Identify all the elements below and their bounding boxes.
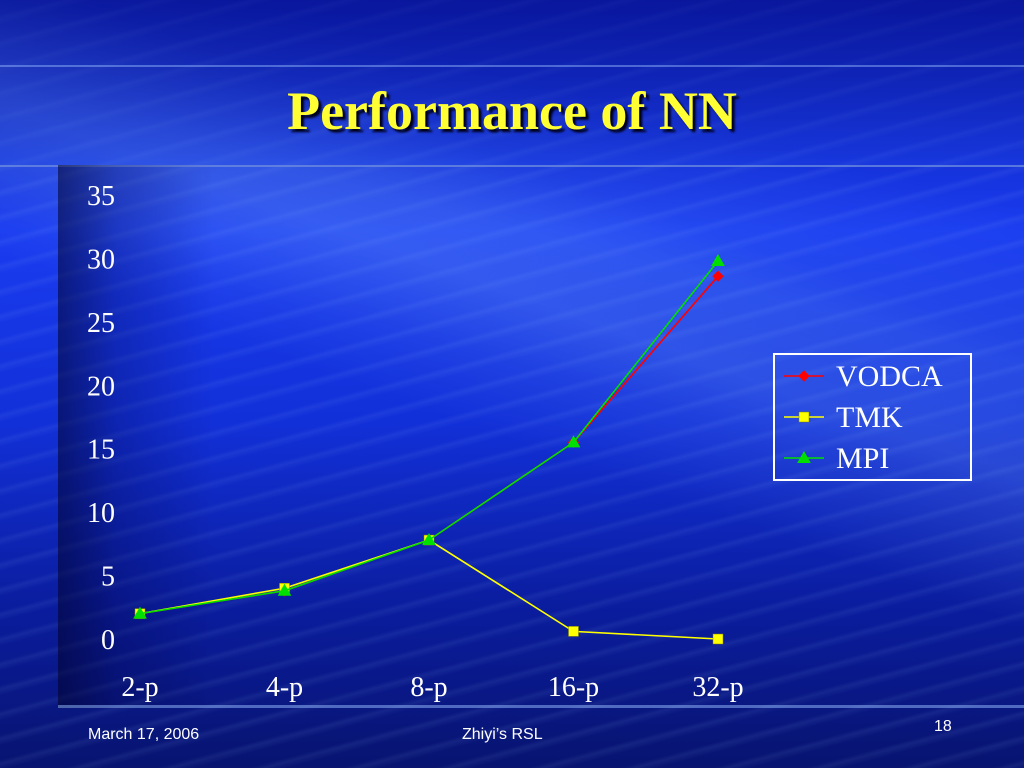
- footer-center-text: Zhiyi’s RSL: [462, 726, 543, 743]
- x-tick-label: 32-p: [692, 672, 743, 703]
- chart-panel: [58, 165, 1024, 708]
- legend-marker-vodca: [798, 370, 810, 382]
- y-tick-label: 5: [101, 562, 115, 593]
- footer-date: March 17, 2006: [88, 726, 200, 743]
- y-tick-label: 10: [87, 498, 115, 529]
- x-tick-label: 4-p: [266, 672, 303, 703]
- data-point-mpi: [566, 435, 581, 448]
- x-tick-label: 2-p: [121, 672, 158, 703]
- y-tick-label: 30: [87, 244, 115, 275]
- legend-label-tmk: TMK: [836, 401, 903, 434]
- legend-label-vodca: VODCA: [836, 360, 943, 393]
- slide-title: Performance of NN: [287, 81, 737, 141]
- y-tick-label: 35: [87, 181, 115, 212]
- title-band: [0, 0, 1024, 167]
- legend-box: [773, 353, 972, 481]
- y-tick-label: 15: [87, 435, 115, 466]
- title-band-line: [0, 65, 1024, 67]
- series-line-tmk: [139, 539, 719, 640]
- data-point-tmk: [568, 626, 579, 637]
- x-tick-label: 16-p: [548, 672, 599, 703]
- data-point-tmk: [712, 633, 724, 645]
- legend-marker-mpi: [797, 450, 811, 463]
- x-tick-label: 8-p: [410, 672, 447, 703]
- data-point-mpi: [711, 253, 725, 266]
- data-point-vodca: [712, 270, 724, 282]
- slide-number: 18: [934, 718, 952, 735]
- legend-marker-tmk: [798, 411, 810, 423]
- series-line-mpi: [139, 260, 719, 615]
- y-tick-label: 25: [87, 308, 115, 339]
- y-tick-label: 20: [87, 371, 115, 402]
- y-tick-label: 0: [101, 625, 115, 656]
- series-line-vodca: [139, 275, 719, 615]
- data-point-mpi: [133, 606, 147, 619]
- data-point-mpi: [422, 533, 436, 546]
- data-point-mpi: [277, 583, 292, 596]
- legend-label-mpi: MPI: [836, 442, 889, 475]
